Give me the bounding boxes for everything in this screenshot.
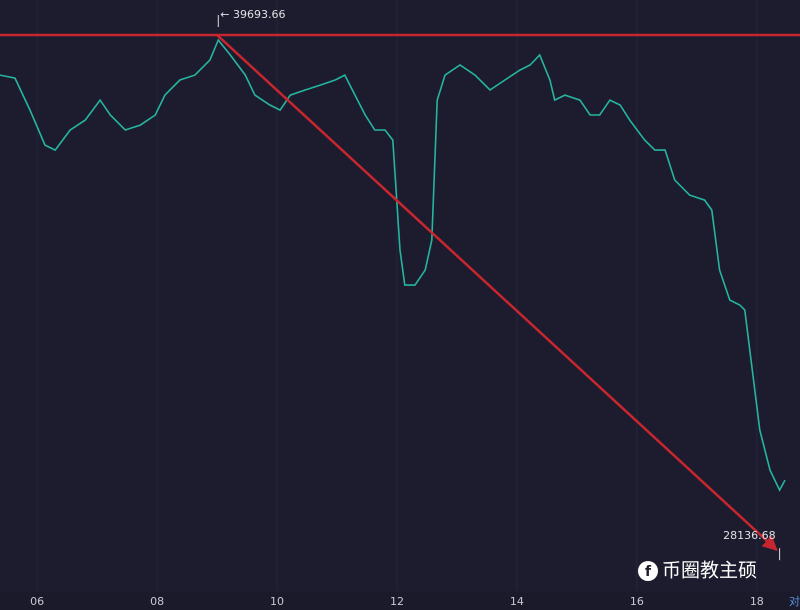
corner-label: 对 bbox=[789, 594, 800, 608]
watermark-text: 币圈教主硕 bbox=[662, 560, 757, 582]
x-tick-label: 12 bbox=[390, 595, 404, 608]
trend-arrow bbox=[216, 34, 778, 551]
watermark-icon bbox=[638, 561, 658, 581]
watermark-icon-glyph: f bbox=[645, 564, 652, 580]
x-tick-label: 14 bbox=[510, 595, 524, 608]
x-tick-label: 06 bbox=[30, 595, 44, 608]
watermark: f 币圈教主硕 bbox=[638, 560, 757, 582]
x-tick-label: 18 bbox=[750, 595, 764, 608]
price-line bbox=[0, 38, 786, 492]
annotation-label: ← 39693.66 bbox=[220, 8, 285, 21]
x-tick-label: 16 bbox=[630, 595, 644, 608]
annotation-label: 28136.68 bbox=[723, 529, 776, 542]
x-axis-strip bbox=[0, 592, 800, 610]
x-tick-label: 08 bbox=[150, 595, 164, 608]
x-tick-label: 10 bbox=[270, 595, 284, 608]
